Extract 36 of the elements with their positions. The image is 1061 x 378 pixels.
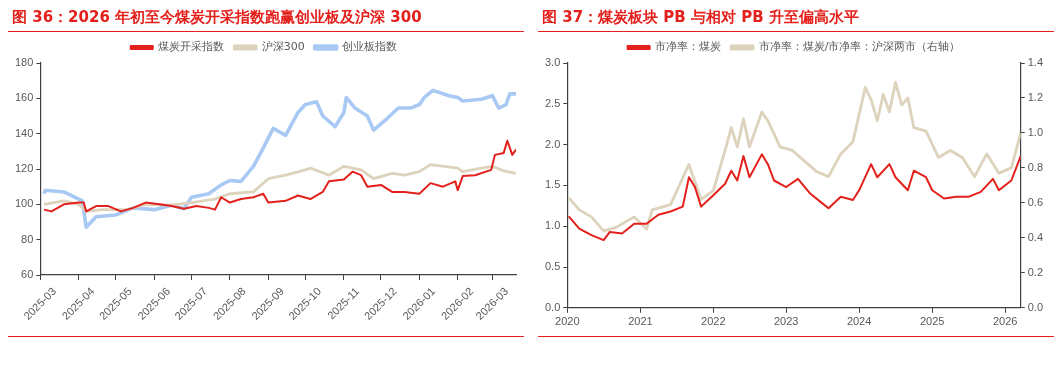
- y-tick-label: 1.5: [544, 178, 561, 191]
- y-tick-label: 3.0: [544, 56, 561, 69]
- chart-title: 图 36：2026 年初至今煤炭开采指数跑赢创业板及沪深 300: [8, 6, 524, 32]
- y-tick-label: 60: [21, 268, 34, 281]
- x-tick-label: 2021: [628, 315, 653, 328]
- y-tick-label: 2.0: [544, 137, 561, 150]
- legend-label: 创业板指数: [342, 40, 398, 54]
- x-tick-label: 2024: [846, 315, 872, 328]
- y-tick-label: 80: [21, 232, 34, 245]
- y2-tick-label: 0.8: [1027, 160, 1044, 173]
- y-tick-label: 120: [14, 162, 34, 175]
- y2-tick-label: 1.2: [1027, 91, 1044, 103]
- x-tick-label: 2022: [701, 315, 726, 328]
- y-tick-label: 180: [14, 56, 34, 69]
- y-tick-label: 0.5: [544, 260, 561, 273]
- y-tick-label: 100: [14, 197, 34, 210]
- y-tick-label: 1.0: [544, 219, 561, 232]
- y2-tick-label: 1.4: [1027, 56, 1044, 69]
- legend-label: 市净率：煤炭/市净率：沪深两市（右轴）: [758, 40, 961, 54]
- y2-tick-label: 0.0: [1027, 300, 1044, 313]
- y-tick-label: 140: [14, 126, 34, 139]
- x-tick-label: 2020: [555, 315, 580, 328]
- y2-tick-label: 0.6: [1027, 195, 1044, 208]
- y2-tick-label: 0.4: [1027, 230, 1044, 243]
- x-tick-label: 2023: [773, 315, 799, 328]
- y2-tick-label: 1.0: [1027, 125, 1044, 138]
- chart-title: 图 37：煤炭板块 PB 与相对 PB 升至偏高水平: [538, 6, 1054, 32]
- x-tick-label: 2025: [919, 315, 945, 328]
- legend-label: 煤炭开采指数: [158, 40, 225, 54]
- y-tick-label: 2.5: [544, 96, 561, 109]
- y-tick-label: 160: [14, 91, 34, 104]
- legend-label: 沪深300: [261, 40, 305, 54]
- y2-tick-label: 0.2: [1027, 265, 1044, 278]
- legend-label: 市净率：煤炭: [655, 40, 722, 54]
- x-tick-label: 2026: [992, 315, 1018, 328]
- y-tick-label: 0.0: [544, 300, 561, 313]
